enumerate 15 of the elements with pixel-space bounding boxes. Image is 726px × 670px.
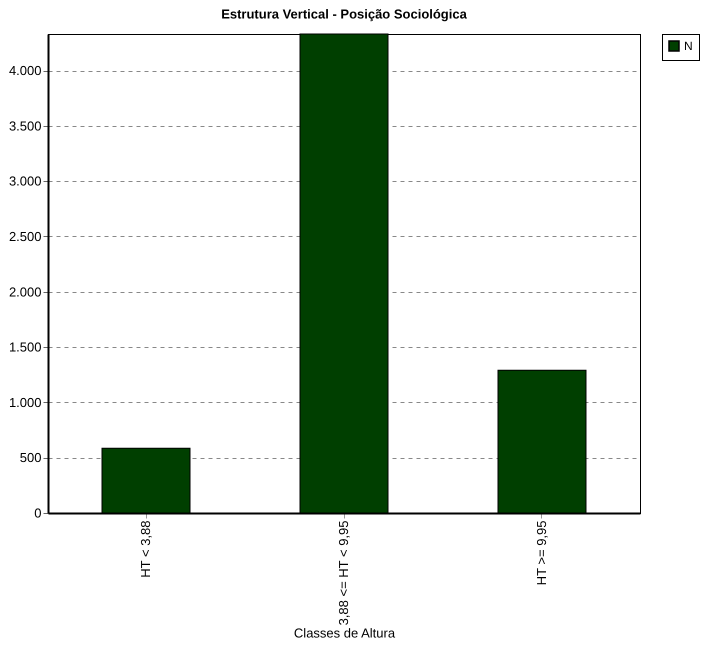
y-tick-label: 500 — [20, 450, 42, 466]
x-tick-label: 3,88 <= HT < 9,95 — [336, 520, 351, 626]
y-tick-label: 1.500 — [8, 340, 42, 355]
x-axis-title: Classes de Altura — [294, 626, 396, 641]
legend-label: N — [684, 39, 693, 53]
y-tick-label: 3.000 — [8, 174, 42, 189]
x-tick-label: HT >= 9,95 — [534, 520, 549, 586]
y-tick-label: 2.000 — [8, 284, 42, 300]
y-tick-label: 0 — [34, 506, 42, 520]
y-tick-label: 1.000 — [8, 394, 42, 410]
y-tick-label: 4.000 — [8, 63, 42, 78]
chart-title: Estrutura Vertical - Posição Sociológica — [221, 6, 468, 22]
x-tick-label: HT < 3,88 — [138, 520, 154, 578]
y-tick-label: 2.500 — [8, 228, 42, 244]
y-tick-label: 3.500 — [8, 118, 42, 134]
